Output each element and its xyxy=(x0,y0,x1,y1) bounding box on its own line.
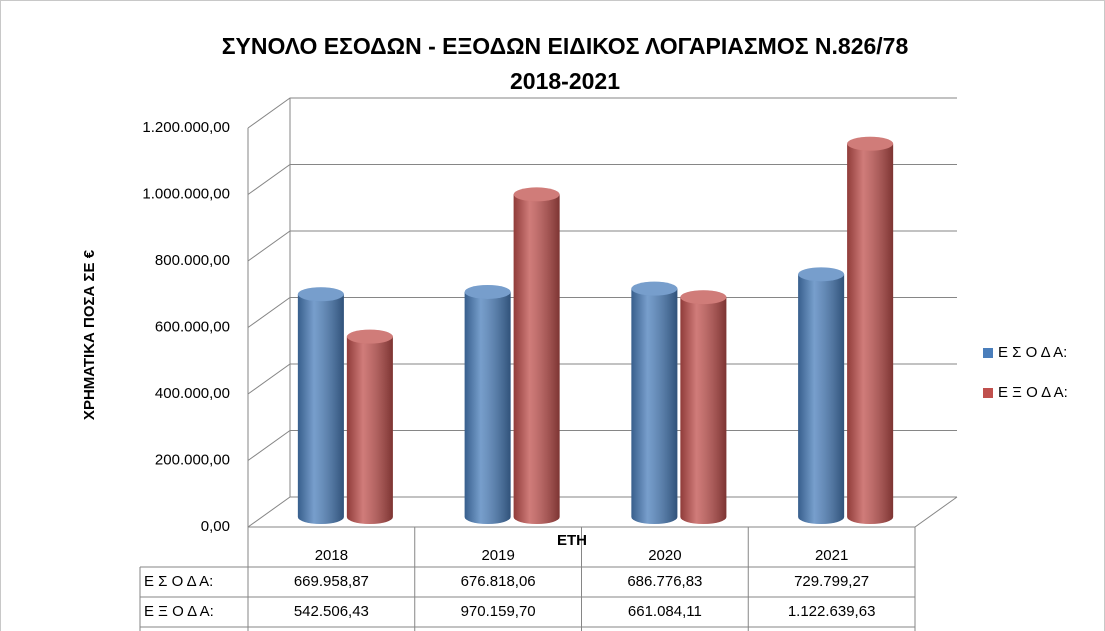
y-axis-label: ΧΡΗΜΑΤΙΚΑ ΠΟΣΑ ΣΕ € xyxy=(81,249,98,420)
x-tick-label: 2019 xyxy=(481,547,514,564)
y-tick-label: 200.000,00 xyxy=(155,451,230,468)
legend-label: Ε Ξ Ο Δ Α: xyxy=(998,384,1068,401)
x-axis-label: ΕΤΗ xyxy=(557,532,587,549)
table-value: 970.159,70 xyxy=(461,603,536,620)
grid-line xyxy=(247,164,957,195)
bar-top xyxy=(297,287,344,302)
bar-top xyxy=(631,281,678,296)
table-value: 729.799,27 xyxy=(794,573,869,590)
bar-shade xyxy=(631,288,678,524)
y-tick-label: 600.000,00 xyxy=(155,318,230,335)
bar-top-highlight xyxy=(464,284,511,299)
table-row-label: Ε Σ Ο Δ Α: xyxy=(144,573,213,590)
table-value: 686.776,83 xyxy=(627,573,702,590)
y-tick-label: 800.000,00 xyxy=(155,252,230,269)
grid-line xyxy=(247,230,957,262)
grid-line xyxy=(247,496,957,528)
bar-shade xyxy=(297,294,344,524)
y-tick-label: 0,00 xyxy=(201,518,230,535)
bar-top-highlight xyxy=(513,187,560,202)
bar-shade xyxy=(513,194,560,524)
bar-top-highlight xyxy=(798,267,845,282)
bar-top-highlight xyxy=(631,281,678,296)
legend-label: Ε Σ Ο Δ Α: xyxy=(998,344,1067,361)
grid-line xyxy=(247,97,957,129)
bar-top-highlight xyxy=(847,136,894,151)
chart-title: ΣΥΝΟΛΟ ΕΣΟΔΩΝ - ΕΞΟΔΩΝ ΕΙΔΙΚΟΣ ΛΟΓΑΡΙΑΣΜ… xyxy=(222,33,909,59)
bar-shade xyxy=(346,336,393,524)
x-tick-label: 2020 xyxy=(648,547,681,564)
bar-shade xyxy=(847,143,894,524)
bar-top xyxy=(680,290,727,305)
bar-top xyxy=(798,267,845,282)
grid-line xyxy=(247,363,957,395)
legend-swatch xyxy=(983,348,993,358)
bar-shade xyxy=(798,274,845,524)
legend-swatch xyxy=(983,388,993,398)
bar-top-highlight xyxy=(297,287,344,302)
x-tick-label: 2018 xyxy=(315,547,348,564)
bar-top xyxy=(464,284,511,299)
bar-top-highlight xyxy=(680,290,727,305)
bar-shade xyxy=(680,297,727,524)
bar-top xyxy=(513,187,560,202)
bar-top xyxy=(847,136,894,151)
bar-top xyxy=(346,329,393,344)
table-value: 669.958,87 xyxy=(294,573,369,590)
grid-line xyxy=(247,297,957,328)
bar-shade xyxy=(464,291,511,524)
table-value: 542.506,43 xyxy=(294,603,369,620)
y-tick-label: 400.000,00 xyxy=(155,385,230,402)
x-tick-label: 2021 xyxy=(815,547,848,564)
y-tick-label: 1.200.000,00 xyxy=(142,119,230,136)
table-row-label: Ε Ξ Ο Δ Α: xyxy=(144,603,214,620)
y-tick-label: 1.000.000,00 xyxy=(142,185,230,202)
table-value: 1.122.639,63 xyxy=(788,603,876,620)
table-value: 676.818,06 xyxy=(461,573,536,590)
bar-top-highlight xyxy=(346,329,393,344)
grid-line xyxy=(247,430,957,461)
chart-subtitle: 2018-2021 xyxy=(510,68,620,94)
table-value: 661.084,11 xyxy=(628,603,702,620)
